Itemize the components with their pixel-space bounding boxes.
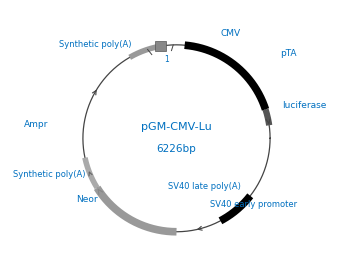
Text: Ampr: Ampr	[24, 120, 48, 128]
Text: Synthetic poly(A): Synthetic poly(A)	[13, 170, 85, 179]
Text: pGM-CMV-Lu: pGM-CMV-Lu	[141, 122, 212, 132]
Text: SV40 late poly(A): SV40 late poly(A)	[168, 182, 241, 191]
Text: 6226bp: 6226bp	[157, 144, 196, 154]
Text: pTA: pTA	[280, 49, 297, 58]
Text: Synthetic poly(A): Synthetic poly(A)	[59, 40, 131, 49]
FancyBboxPatch shape	[155, 41, 166, 51]
Text: CMV: CMV	[221, 29, 241, 38]
Text: SV40 early promoter: SV40 early promoter	[210, 200, 297, 209]
Text: luciferase: luciferase	[282, 101, 327, 110]
Text: Neor: Neor	[76, 195, 98, 204]
Text: 1: 1	[164, 55, 169, 64]
